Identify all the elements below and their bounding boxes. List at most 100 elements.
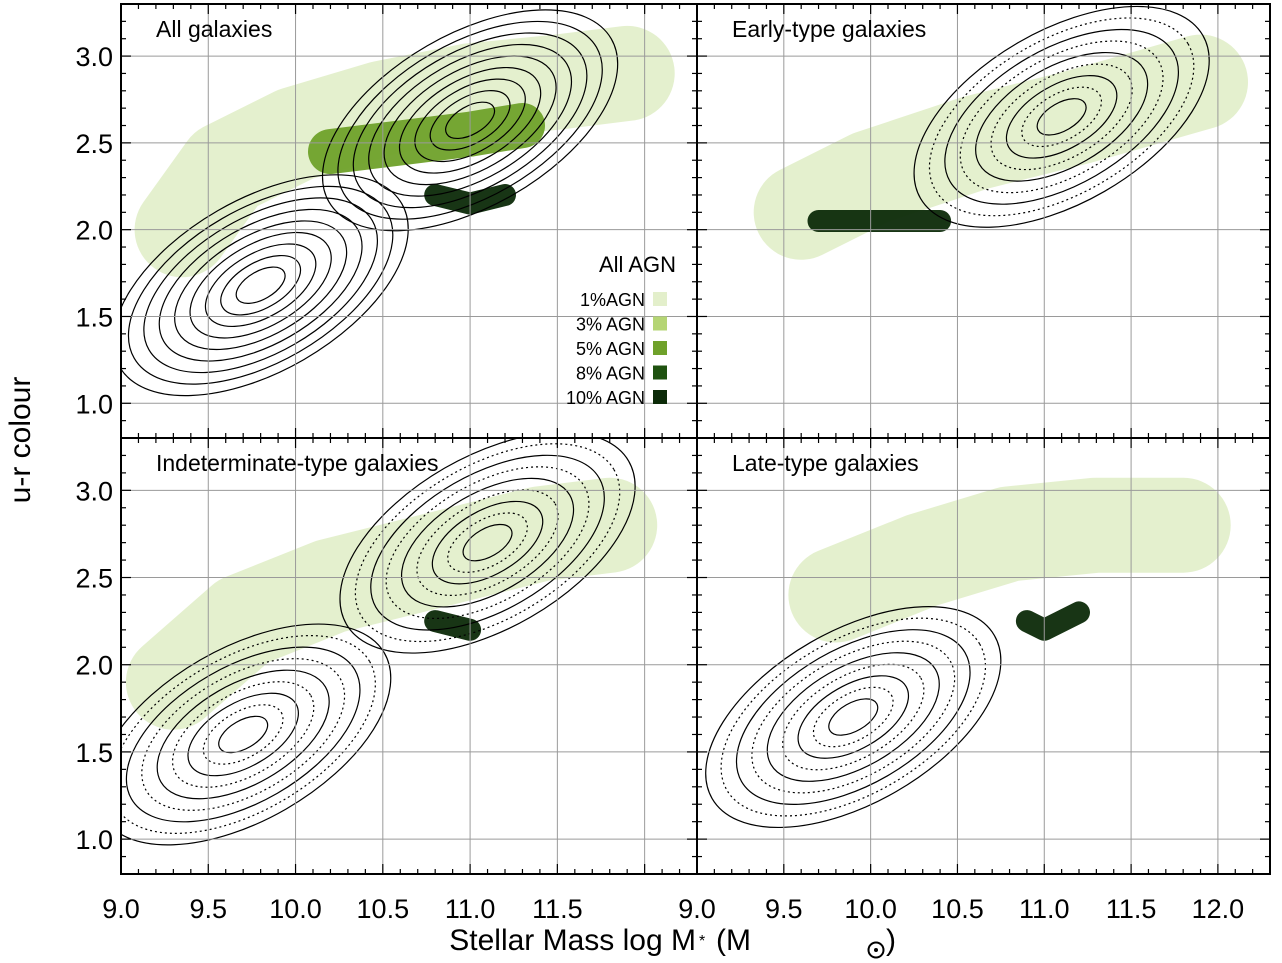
x-axis-title-unit-close: ): [886, 924, 896, 957]
density-contour: [447, 512, 528, 573]
x-tick-label: 12.0: [1192, 894, 1245, 924]
x-tick-label: 9.0: [102, 894, 140, 924]
legend-label: 10% AGN: [566, 388, 645, 408]
density-contour: [141, 658, 346, 811]
density-contour: [202, 704, 284, 765]
density-contour: [735, 629, 971, 805]
density-contour: [400, 477, 575, 608]
agn-band-1pct: [125, 477, 658, 730]
density-contour: [398, 66, 542, 174]
x-tick-label: 10.5: [357, 894, 410, 924]
panel-title: Indeterminate-type galaxies: [156, 450, 439, 476]
x-axis-title-unit: (M: [716, 924, 751, 957]
x-tick-label: 11.5: [1106, 894, 1157, 924]
density-contour: [462, 523, 513, 562]
y-tick-label: 2.5: [75, 564, 113, 594]
density-contour: [189, 231, 332, 339]
panel-3: Indeterminate-type galaxies 1.0 1.5 2.0 2.5 3…: [75, 438, 698, 924]
density-contour: [127, 185, 394, 385]
x-tick-label: 9.5: [765, 894, 803, 924]
legend-label: 3% AGN: [576, 315, 645, 335]
y-tick-label: 3.0: [75, 42, 113, 72]
y-tick-label: 1.0: [75, 825, 113, 855]
panel-plot-area: [697, 438, 1270, 874]
grid: [121, 438, 697, 874]
density-contour: [121, 623, 392, 846]
panel-2: Early-type galaxies: [696, 4, 1271, 439]
sun-symbol-icon: [867, 941, 885, 959]
grid: [121, 4, 697, 438]
density-contour: [354, 443, 621, 643]
density-contour: [156, 669, 330, 800]
legend-swatch: [653, 390, 667, 404]
x-tick-label: 9.5: [189, 894, 227, 924]
legend-title: All AGN: [599, 252, 676, 277]
legend-swatch: [653, 365, 667, 380]
panel-title: Early-type galaxies: [732, 16, 926, 42]
x-tick-label: 10.0: [844, 894, 897, 924]
density-contour: [414, 78, 526, 163]
panel-title: Late-type galaxies: [732, 450, 919, 476]
density-contour: [720, 617, 987, 817]
panels-group: All galaxies 1.0 1.5 2.0 2.5 3.0 Early-type ga…: [75, 4, 1271, 924]
density-contour: [370, 454, 605, 631]
density-contour: [368, 43, 573, 197]
density-contour: [959, 40, 1164, 194]
density-contour: [751, 640, 956, 794]
x-axis-title: Stellar Mass log M: [449, 924, 696, 957]
density-contour: [235, 266, 286, 304]
density-contour: [218, 715, 269, 754]
density-contour: [1005, 75, 1118, 159]
legend-swatch: [653, 341, 667, 355]
density-contour: [828, 698, 879, 736]
y-axis-title: u-r colour: [4, 377, 37, 504]
legend-swatch: [653, 292, 667, 306]
density-contour: [143, 197, 379, 374]
density-contour: [121, 174, 409, 397]
density-contour: [339, 438, 636, 654]
density-contour: [220, 254, 302, 316]
agn-band-10pct: [424, 610, 482, 641]
x-tick-label: 11.0: [445, 894, 496, 924]
agn-band-1pct: [788, 477, 1231, 643]
x-tick-label: 9.0: [678, 894, 716, 924]
y-tick-label: 2.0: [75, 651, 113, 681]
density-contour: [812, 686, 894, 748]
y-tick-label: 2.5: [75, 129, 113, 159]
legend: All AGN 1%AGN 3% AGN 5% AGN 8% AGN 10% AGN: [566, 252, 676, 408]
panel-plot-area: [121, 438, 697, 874]
grid: [697, 4, 1270, 438]
x-tick-label: 11.0: [1019, 894, 1070, 924]
density-contour: [429, 90, 511, 151]
legend-label: 5% AGN: [576, 339, 645, 359]
x-tick-label: 10.0: [269, 894, 322, 924]
agn-band-10pct: [1015, 601, 1090, 641]
density-contour: [1036, 98, 1087, 136]
y-tick-label: 2.0: [75, 216, 113, 246]
density-contour: [913, 5, 1210, 228]
density-contour: [171, 681, 315, 788]
density-contour: [1021, 86, 1103, 148]
y-tick-label: 1.5: [75, 302, 113, 332]
density-contour: [782, 663, 925, 771]
density-contour: [121, 635, 376, 834]
panel-4: Late-type galaxies 9.0 9.5 10.0 10.5 11.0 11.5…: [678, 438, 1271, 924]
density-contour: [416, 489, 559, 596]
density-contour: [431, 500, 544, 585]
legend-swatch: [653, 316, 667, 331]
density-contour: [125, 646, 361, 823]
figure-frame: [120, 3, 1271, 875]
legend-label: 8% AGN: [576, 364, 645, 384]
density-contour: [766, 652, 940, 782]
density-contour: [944, 28, 1180, 205]
x-axis-title-subscript: *: [699, 933, 705, 950]
y-tick-label: 3.0: [75, 476, 113, 506]
legend-label: 1%AGN: [580, 290, 645, 310]
density-contour: [174, 220, 348, 351]
panel-plot-area: [697, 4, 1270, 438]
panel-plot-area: [121, 4, 697, 438]
x-tick-label: 10.5: [931, 894, 984, 924]
density-contour: [797, 675, 910, 759]
density-contour: [385, 466, 590, 620]
